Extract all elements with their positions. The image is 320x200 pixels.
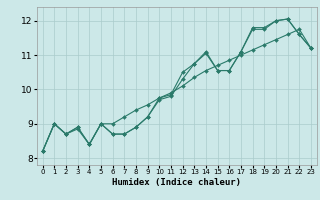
X-axis label: Humidex (Indice chaleur): Humidex (Indice chaleur)	[112, 178, 241, 187]
